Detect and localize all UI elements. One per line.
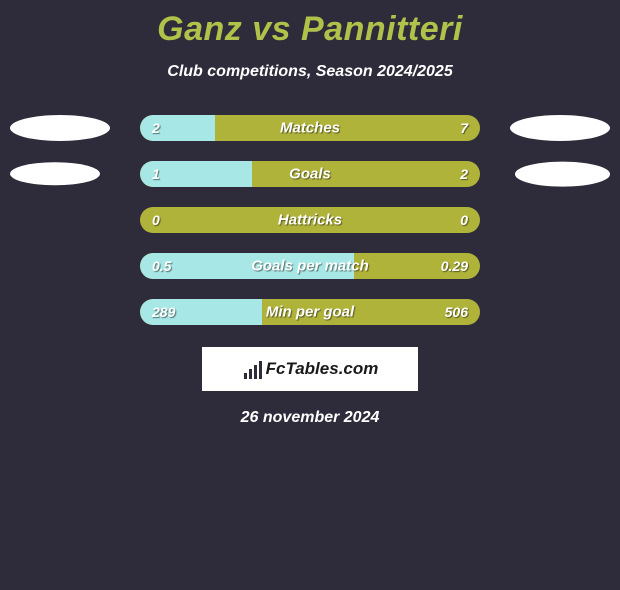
stat-value-left: 1	[152, 166, 160, 182]
stat-value-left: 289	[152, 304, 175, 320]
stat-bar: Goals 1 2	[140, 161, 480, 187]
stat-label: Hattricks	[278, 212, 342, 229]
stat-row: Min per goal 289 506	[0, 289, 620, 335]
player-ellipse-left	[10, 162, 100, 185]
stat-value-right: 0.29	[441, 258, 468, 274]
stat-bar: Min per goal 289 506	[140, 299, 480, 325]
stat-value-right: 2	[460, 166, 468, 182]
page-title: Ganz vs Pannitteri	[0, 10, 620, 49]
stat-value-right: 7	[460, 120, 468, 136]
stat-label: Goals	[289, 166, 331, 183]
stat-value-left: 0.5	[152, 258, 171, 274]
stat-row: Hattricks 0 0	[0, 197, 620, 243]
brand-box: FcTables.com	[202, 347, 418, 391]
subtitle: Club competitions, Season 2024/2025	[0, 63, 620, 81]
stat-label: Min per goal	[266, 304, 354, 321]
player-ellipse-right	[515, 162, 610, 187]
brand-inner: FcTables.com	[204, 349, 416, 389]
stat-value-right: 0	[460, 212, 468, 228]
comparison-chart: Matches 2 7 Goals 1 2 Hattricks 0 0 Goals per mat…	[0, 105, 620, 335]
stat-value-left: 0	[152, 212, 160, 228]
player-ellipse-right	[510, 115, 610, 141]
stat-bar: Goals per match 0.5 0.29	[140, 253, 480, 279]
date-line: 26 november 2024	[0, 409, 620, 427]
stat-row: Matches 2 7	[0, 105, 620, 151]
brand-text: FcTables.com	[266, 359, 379, 379]
stat-label: Matches	[280, 120, 340, 137]
stat-value-right: 506	[445, 304, 468, 320]
bars-icon	[242, 359, 262, 379]
stat-row: Goals per match 0.5 0.29	[0, 243, 620, 289]
stat-value-left: 2	[152, 120, 160, 136]
stat-label: Goals per match	[251, 258, 369, 275]
stat-row: Goals 1 2	[0, 151, 620, 197]
player-ellipse-left	[10, 115, 110, 141]
stat-bar: Hattricks 0 0	[140, 207, 480, 233]
stat-bar: Matches 2 7	[140, 115, 480, 141]
